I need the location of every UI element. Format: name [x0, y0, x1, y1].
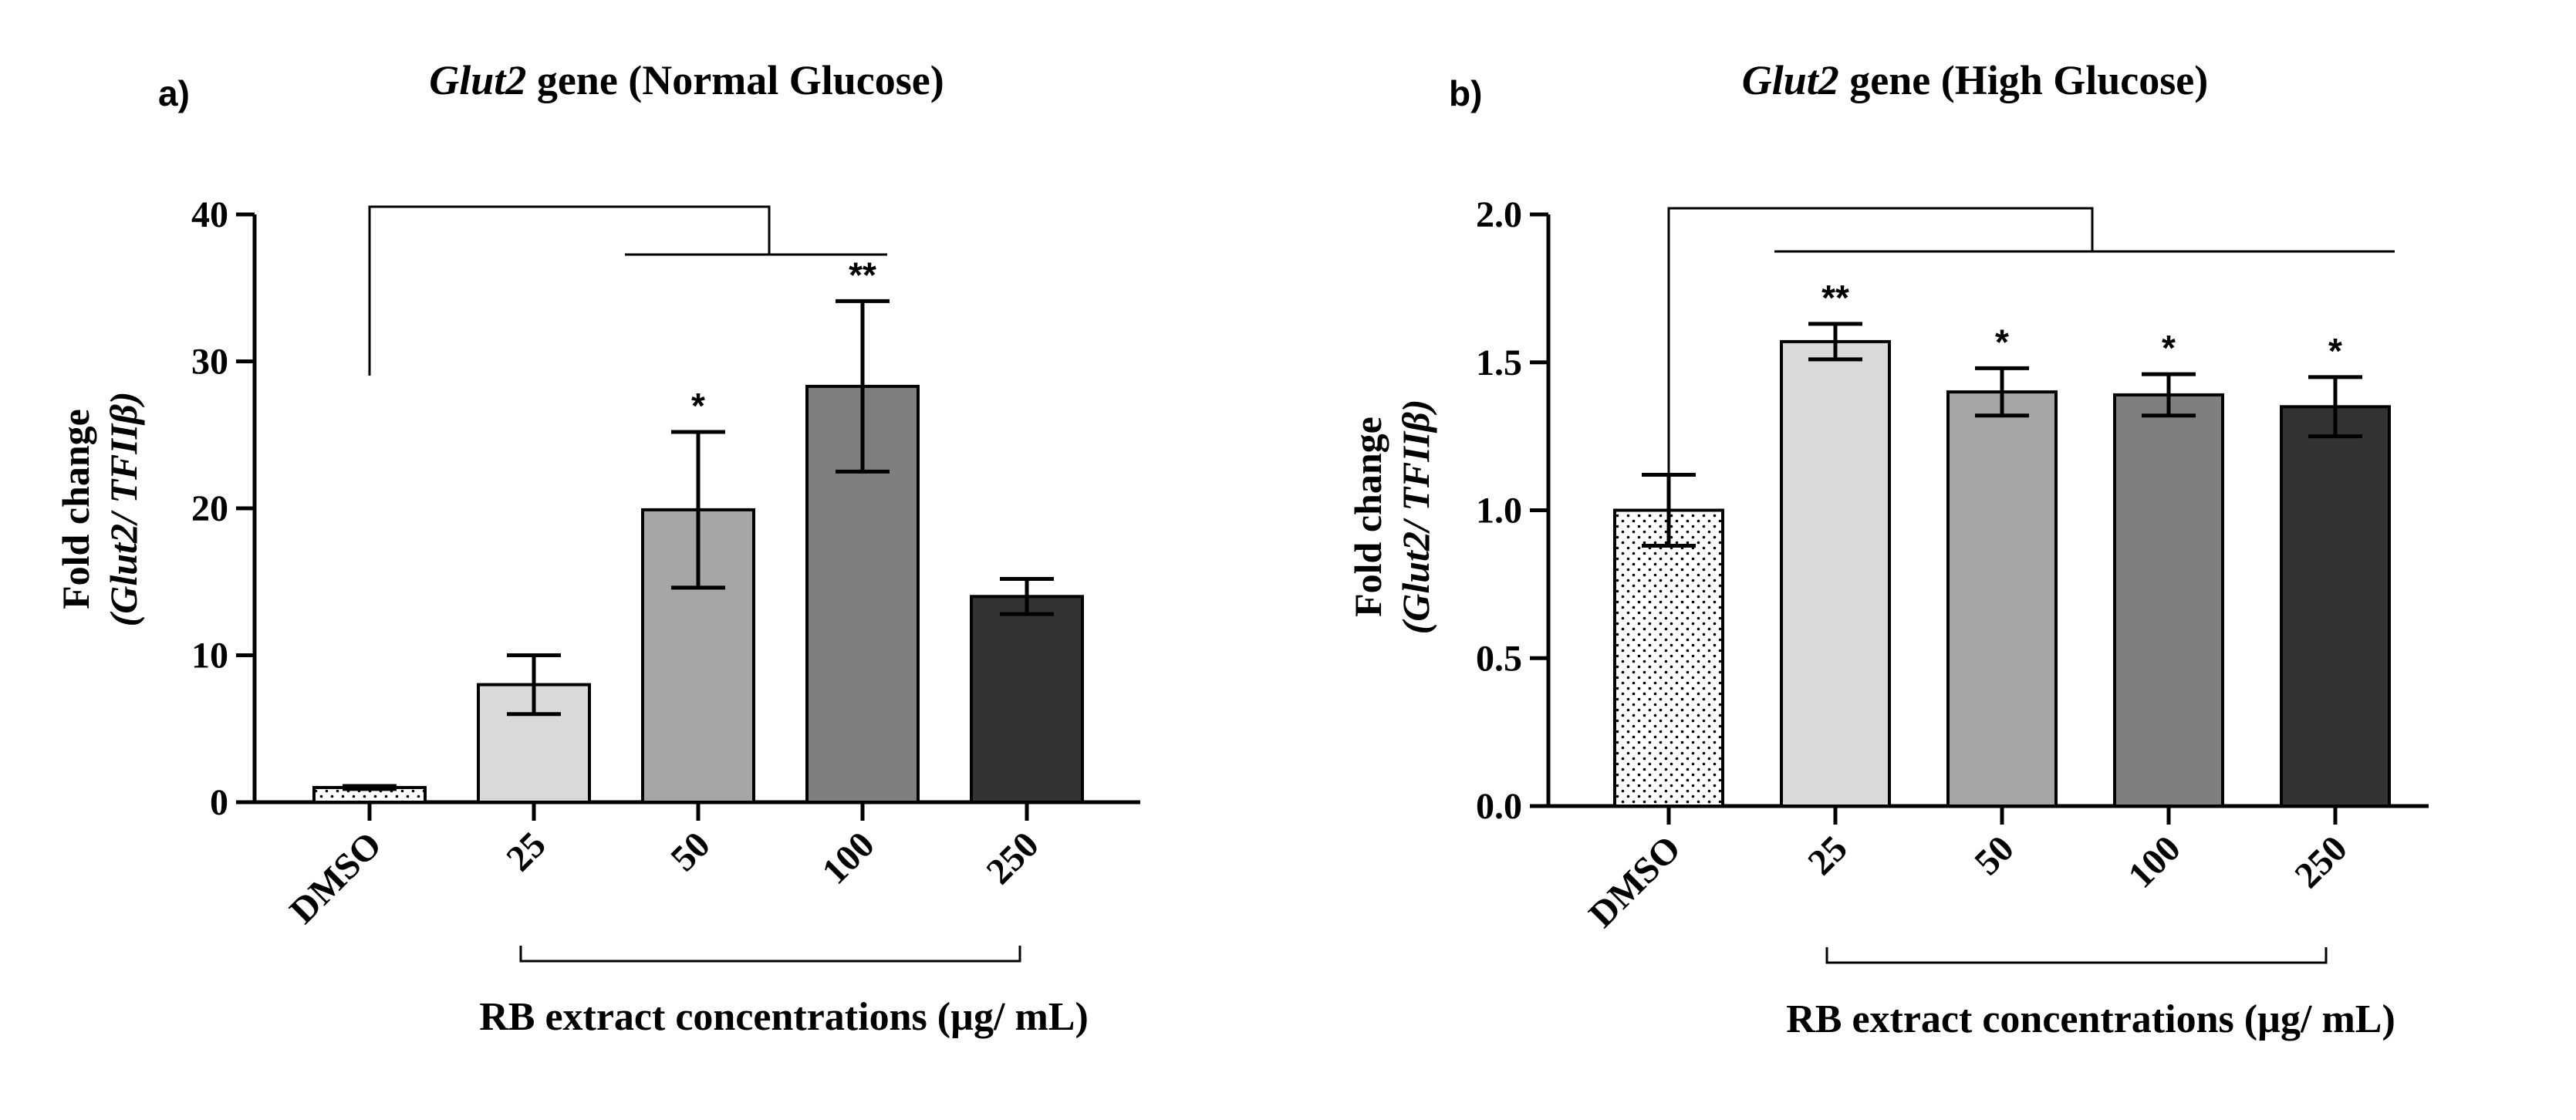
panel-b-significance-50: *: [1995, 322, 2009, 362]
panel-b-ytick-label: 1.0: [1476, 491, 1522, 531]
panel-a-label: a): [158, 73, 190, 113]
panel-b-bar-dmso: [1613, 508, 1724, 808]
panel-b-xlabel: RB extract concentrations (µg/ mL): [1786, 997, 2395, 1041]
panel-b-comparison-bracket: [1667, 207, 2094, 473]
panel-b-bar-25: [1780, 339, 1891, 808]
panel-a-ylabel: Fold change (Glut2/ TFIIβ): [54, 392, 145, 627]
panel-b-ytick-label: 0.0: [1476, 786, 1522, 827]
panel-b-xtick-label: 250: [2287, 828, 2355, 896]
panel-b-xtick-label: 25: [1800, 828, 1855, 882]
panel-b-ytick-label: 0.5: [1476, 638, 1522, 679]
panel-b-ylabel: Fold change (Glut2/ TFIIβ): [1346, 400, 1437, 635]
panel-b: b) Glut2 gene (High Glucose) Fold change…: [1346, 57, 2429, 1041]
panel-a-comparison-bracket: [368, 205, 771, 376]
panel-a-xtick-label: 25: [498, 824, 553, 879]
panel-b-label: b): [1449, 73, 1482, 113]
panel-b-ytick-label: 2.0: [1476, 194, 1522, 235]
panel-a-xtick-label: DMSO: [282, 824, 389, 931]
panel-b-xtick-label: 50: [1967, 828, 2021, 882]
svg-text:(Glut2/ TFIIβ): (Glut2/ TFIIβ): [1394, 400, 1437, 635]
panel-b-significance-250: *: [2328, 331, 2342, 371]
svg-text:Fold change: Fold change: [54, 409, 97, 609]
panel-a-ytick-label: 30: [191, 342, 228, 383]
svg-text:Fold change: Fold change: [1346, 417, 1389, 617]
panel-b-xtick-label: DMSO: [1581, 828, 1688, 935]
panel-b-bar-250: [2280, 405, 2391, 808]
panel-b-title: Glut2 gene (High Glucose): [1742, 57, 2209, 103]
panel-b-xtick-label: 100: [2120, 828, 2188, 896]
panel-a-xtick-label: 250: [978, 824, 1046, 892]
panel-a-significance-50: *: [691, 386, 705, 426]
panel-a-xlabel: RB extract concentrations (µg/ mL): [479, 995, 1089, 1039]
panel-b-bar-50: [1946, 390, 2058, 808]
panel-a-plot: 0 10 20 30 40 DMSO 25 * 50 ** 100 250: [191, 194, 1140, 932]
panel-b-bar-100: [2113, 393, 2224, 808]
panel-a-bar-250: [970, 595, 1084, 804]
panel-a-xtick-label: 100: [814, 824, 882, 892]
panel-a-significance-100: **: [849, 255, 876, 295]
panel-a-ytick-label: 10: [191, 636, 228, 676]
panel-b-significance-25: **: [1821, 278, 1849, 318]
panel-a-ytick-label: 40: [191, 194, 228, 235]
svg-text:(Glut2/ TFIIβ): (Glut2/ TFIIβ): [102, 392, 145, 627]
panel-a-ytick-label: 0: [210, 782, 228, 823]
panel-a: a) Glut2 gene (Normal Glucose) Fold chan…: [54, 57, 1140, 1039]
panel-b-x-bracket: [1825, 947, 2328, 964]
panel-a-xtick-label: 50: [663, 824, 717, 879]
panel-a-x-bracket: [519, 946, 1021, 963]
panel-b-plot: 0.0 0.5 1.0 1.5 2.0 DMSO ** 25 * 50 * 100 * 250: [1476, 194, 2429, 936]
panel-a-ytick-label: 20: [191, 488, 228, 529]
panel-a-title: Glut2 gene (Normal Glucose): [429, 57, 944, 103]
panel-b-ytick-label: 1.5: [1476, 342, 1522, 383]
panel-b-significance-100: *: [2162, 328, 2176, 368]
